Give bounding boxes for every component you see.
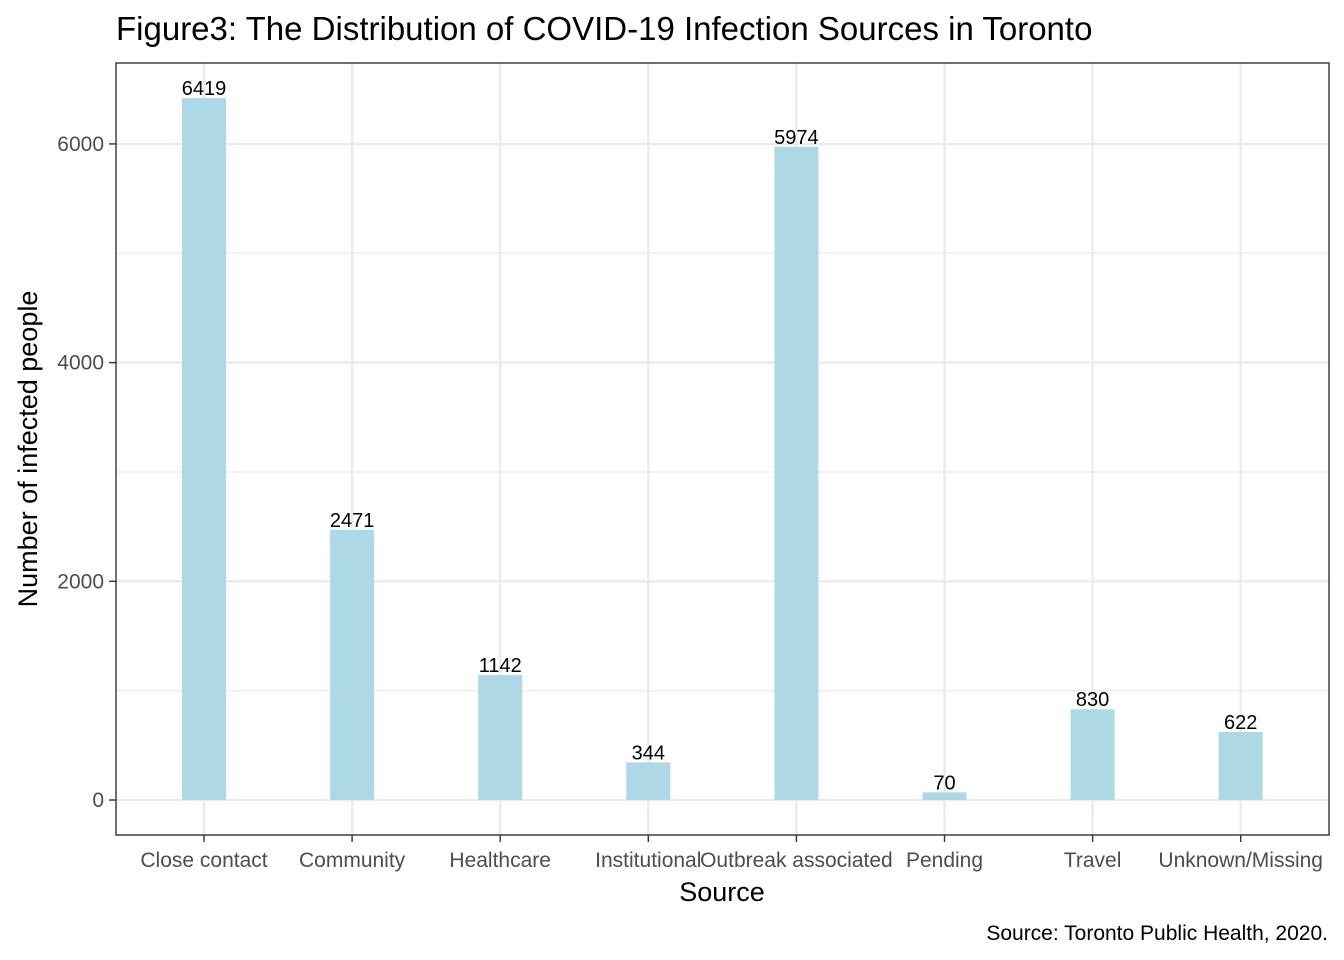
x-tick-label: Close contact xyxy=(140,849,267,872)
data-label: 6419 xyxy=(182,78,227,100)
x-axis: Close contact Community Healthcare Institut… xyxy=(140,835,1323,872)
data-label: 5974 xyxy=(774,127,819,149)
chart-caption: Source: Toronto Public Health, 2020. xyxy=(986,922,1328,945)
panel-border xyxy=(115,62,1330,836)
data-label: 622 xyxy=(1224,712,1257,734)
x-tick-label: Community xyxy=(299,849,406,872)
data-label: 830 xyxy=(1076,689,1109,711)
x-axis-title: Source xyxy=(679,877,765,907)
x-tick-label: Institutional xyxy=(595,849,701,872)
bar xyxy=(1218,731,1263,801)
x-tick-label: Outbreak associated xyxy=(700,849,893,872)
bar xyxy=(478,675,523,801)
y-tick-label: 6000 xyxy=(57,133,104,156)
y-tick-label: 4000 xyxy=(57,352,104,375)
x-tick-label: Healthcare xyxy=(449,849,551,872)
x-tick-label: Travel xyxy=(1064,849,1122,872)
y-tick-label: 0 xyxy=(92,789,104,812)
x-tick-label: Unknown/Missing xyxy=(1158,849,1323,872)
bar xyxy=(922,792,967,801)
data-label: 2471 xyxy=(330,510,375,532)
bar xyxy=(774,146,819,801)
data-label: 70 xyxy=(933,772,955,794)
y-tick-label: 2000 xyxy=(57,570,104,593)
data-labels: 6419 2471 1142 344 5974 70 830 622 xyxy=(182,78,1258,794)
y-axis-title: Number of infected people xyxy=(13,291,43,608)
bar xyxy=(330,529,375,801)
data-label: 344 xyxy=(632,742,665,764)
x-tick-label: Pending xyxy=(906,849,983,872)
bar xyxy=(1070,709,1115,801)
bar xyxy=(182,98,226,801)
grid-lines xyxy=(116,63,1329,835)
y-axis: 0 2000 4000 6000 xyxy=(57,133,116,812)
chart-title: Figure3: The Distribution of COVID-19 In… xyxy=(116,10,1092,47)
data-label: 1142 xyxy=(479,655,522,677)
bar xyxy=(626,762,671,801)
bars xyxy=(182,98,1263,801)
